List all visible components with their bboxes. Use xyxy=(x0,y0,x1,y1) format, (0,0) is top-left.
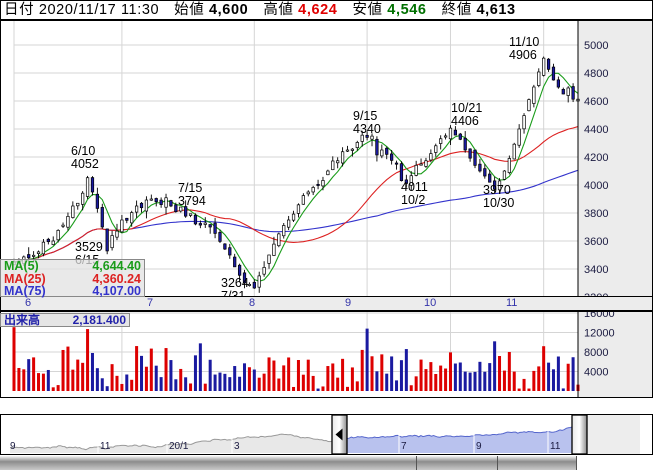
svg-text:4200: 4200 xyxy=(584,152,608,164)
svg-text:4800: 4800 xyxy=(584,68,608,80)
svg-text:9/15: 9/15 xyxy=(353,109,377,123)
svg-text:8000: 8000 xyxy=(584,347,608,359)
svg-text:4000: 4000 xyxy=(584,180,608,192)
svg-text:4340: 4340 xyxy=(353,122,381,136)
svg-text:20/1: 20/1 xyxy=(169,441,189,452)
svg-text:11: 11 xyxy=(550,441,561,452)
svg-text:4406: 4406 xyxy=(451,114,479,128)
svg-text:4906: 4906 xyxy=(509,48,537,62)
svg-text:16000: 16000 xyxy=(584,311,615,320)
svg-text:3600: 3600 xyxy=(584,236,608,248)
svg-text:11/10: 11/10 xyxy=(509,35,539,49)
svg-text:7/15: 7/15 xyxy=(178,181,202,195)
svg-text:9: 9 xyxy=(10,441,16,452)
svg-text:4400: 4400 xyxy=(584,124,608,136)
svg-text:9: 9 xyxy=(476,441,482,452)
svg-text:10/21: 10/21 xyxy=(451,101,482,115)
svg-text:3529: 3529 xyxy=(75,240,103,254)
svg-text:3: 3 xyxy=(234,441,240,452)
svg-text:10/30: 10/30 xyxy=(483,196,514,210)
svg-text:5000: 5000 xyxy=(584,40,608,52)
svg-text:12000: 12000 xyxy=(584,328,615,340)
svg-text:3400: 3400 xyxy=(584,264,608,276)
svg-text:10/2: 10/2 xyxy=(401,193,425,207)
svg-text:4600: 4600 xyxy=(584,96,608,108)
svg-text:3794: 3794 xyxy=(178,194,206,208)
svg-text:7/31: 7/31 xyxy=(221,289,245,297)
svg-text:3264: 3264 xyxy=(221,276,249,290)
svg-text:4052: 4052 xyxy=(71,157,99,171)
svg-text:11: 11 xyxy=(100,441,111,452)
svg-text:4000: 4000 xyxy=(584,367,608,379)
svg-text:3800: 3800 xyxy=(584,208,608,220)
svg-text:4011: 4011 xyxy=(401,180,428,194)
svg-text:3970: 3970 xyxy=(483,183,511,197)
svg-text:7: 7 xyxy=(401,441,407,452)
svg-text:6/10: 6/10 xyxy=(71,144,95,158)
